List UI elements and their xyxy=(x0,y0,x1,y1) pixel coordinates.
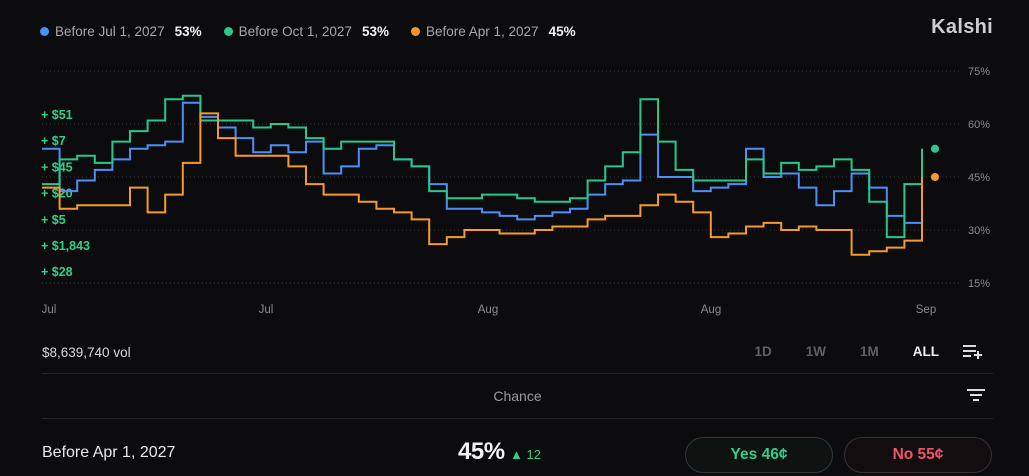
series-line-0 xyxy=(42,101,923,224)
trade-annotation: + $45 xyxy=(41,160,73,174)
market-name: Before Apr 1, 2027 xyxy=(42,444,176,461)
y-tick-label: 30% xyxy=(968,225,990,237)
x-tick-label: Jul xyxy=(42,304,57,316)
volume-label: $8,639,740 vol xyxy=(42,345,131,360)
x-tick-label: Aug xyxy=(478,304,498,316)
series-line-1 xyxy=(42,94,923,239)
no-button[interactable]: No 55¢ xyxy=(844,437,992,473)
y-tick-label: 15% xyxy=(968,278,990,290)
y-tick-label: 75% xyxy=(968,66,990,78)
legend-pct: 53% xyxy=(174,24,202,39)
divider xyxy=(42,373,993,374)
x-tick-label: Sep xyxy=(916,304,936,316)
series-lines xyxy=(42,94,923,256)
y-tick-label: 45% xyxy=(968,172,990,184)
series-endpoint-1 xyxy=(931,144,939,153)
range-1d-button[interactable]: 1D xyxy=(754,343,772,359)
chart-legend: Before Jul 1, 2027 53% Before Oct 1, 202… xyxy=(40,24,576,39)
market-chance: 45% xyxy=(458,438,505,465)
trade-annotation: + $20 xyxy=(41,187,73,201)
x-axis: Jul Jul Aug Aug Sep xyxy=(42,304,937,316)
range-1m-button[interactable]: 1M xyxy=(859,343,879,359)
trade-annotation: + $1,843 xyxy=(41,239,90,253)
time-range-selector: 1D 1W 1M ALL xyxy=(720,343,983,359)
legend-name: Before Apr 1, 2027 xyxy=(425,24,539,39)
legend-name: Before Oct 1, 2027 xyxy=(238,24,352,39)
legend-item-apr[interactable]: Before Apr 1, 2027 45% xyxy=(410,24,576,39)
series-dot-icon xyxy=(410,27,420,36)
y-axis: 75% 60% 45% 30% 15% xyxy=(968,66,990,290)
price-chart[interactable]: 75%60%45%30%15% Jul Jul Aug Aug Sep + $51+ $… xyxy=(0,0,1029,330)
brand-logo: Kalshi xyxy=(931,16,993,38)
series-dot-icon xyxy=(223,27,233,36)
y-tick-label: 60% xyxy=(968,119,990,131)
legend-item-oct[interactable]: Before Oct 1, 2027 53% xyxy=(223,24,389,39)
market-delta: ▲ 12 xyxy=(510,447,541,462)
chance-header: Chance xyxy=(42,374,993,418)
trade-annotation: + $5 xyxy=(41,213,66,227)
market-row[interactable]: Before Apr 1, 2027 45% ▲ 12 Yes 46¢ No 5… xyxy=(42,430,993,476)
x-tick-label: Jul xyxy=(259,304,274,316)
legend-item-jul[interactable]: Before Jul 1, 2027 53% xyxy=(40,24,202,39)
legend-pct: 53% xyxy=(361,24,389,39)
trade-annotation: + $7 xyxy=(41,134,66,148)
trade-annotations: + $51 + $7 + $45 + $20 + $5 + $1,843 + $28 xyxy=(41,108,90,279)
trade-annotation: + $28 xyxy=(41,265,73,279)
trade-annotation: + $51 xyxy=(41,108,73,122)
list-add-icon[interactable] xyxy=(963,343,983,359)
divider xyxy=(42,418,993,419)
legend-name: Before Jul 1, 2027 xyxy=(55,24,165,39)
series-dot-icon xyxy=(40,27,49,36)
series-endpoints xyxy=(931,144,939,181)
series-line-2 xyxy=(42,112,923,256)
x-tick-label: Aug xyxy=(701,304,721,316)
range-all-button[interactable]: ALL xyxy=(912,343,939,359)
range-1w-button[interactable]: 1W xyxy=(805,343,826,359)
legend-pct: 45% xyxy=(548,24,576,39)
sort-icon[interactable] xyxy=(967,388,985,402)
chart-grid xyxy=(42,70,960,284)
yes-button[interactable]: Yes 46¢ xyxy=(685,437,833,473)
series-endpoint-2 xyxy=(931,173,939,181)
chance-label: Chance xyxy=(493,388,542,404)
